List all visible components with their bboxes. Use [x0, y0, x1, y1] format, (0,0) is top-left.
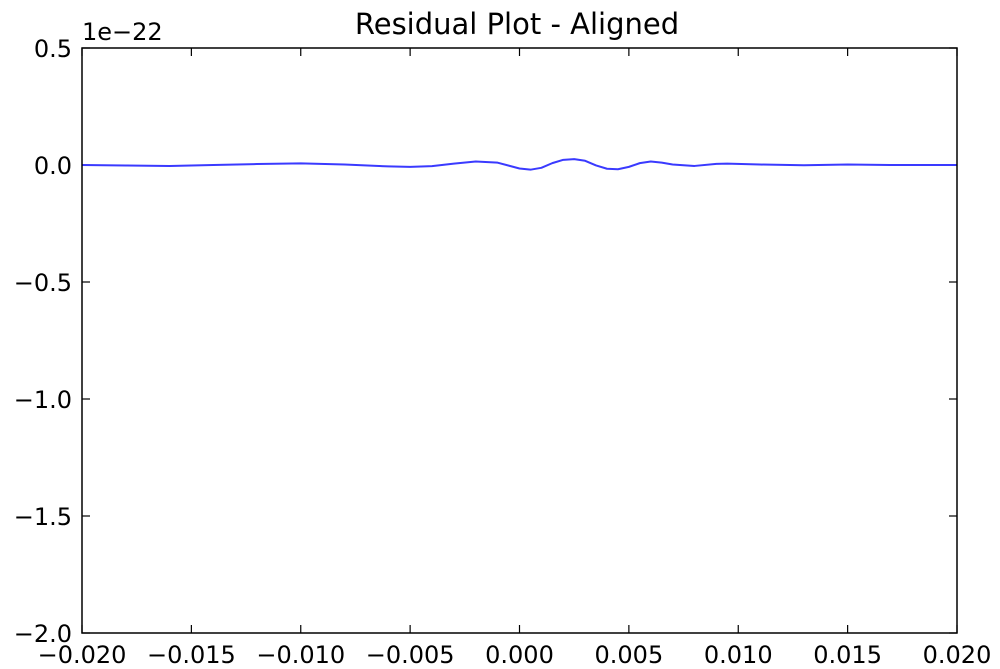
y-tick-label: −1.5: [14, 503, 72, 531]
x-tick-label: 0.005: [595, 641, 664, 669]
x-tick-labels: −0.020 −0.015 −0.010 −0.005 0.000 0.005 0.010 0…: [38, 641, 992, 669]
series-line: [81, 158, 957, 171]
x-tick-label: −0.015: [147, 641, 236, 669]
y-tick-label: 0.0: [34, 152, 72, 180]
tick-marks: [81, 47, 958, 634]
y-axis-offset-label: 1e−22: [82, 18, 163, 46]
x-tick-label: −0.010: [256, 641, 345, 669]
chart-title: Residual Plot - Aligned: [355, 7, 679, 41]
y-tick-label: 0.5: [34, 35, 72, 63]
x-tick-label: 0.000: [485, 641, 554, 669]
y-tick-label: −1.0: [14, 386, 72, 414]
y-tick-label: −0.5: [14, 269, 72, 297]
y-tick-labels: 0.5 0.0 −0.5 −1.0 −1.5 −2.0: [14, 35, 72, 648]
x-tick-label: 0.010: [704, 641, 773, 669]
series-layer: [81, 158, 957, 171]
x-tick-label: 0.020: [923, 641, 992, 669]
x-tick-label: −0.005: [366, 641, 455, 669]
y-tick-label: −2.0: [14, 620, 72, 648]
x-tick-label: −0.020: [38, 641, 127, 669]
plot-area-frame: [81, 47, 958, 634]
x-tick-label: 0.015: [813, 641, 882, 669]
